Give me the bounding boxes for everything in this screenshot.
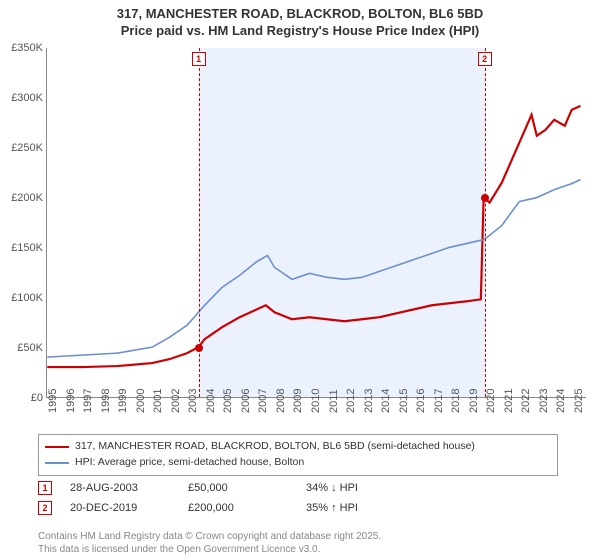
xtick: 2006 xyxy=(240,389,252,413)
xtick: 2015 xyxy=(398,389,410,413)
sale-events: 1 28-AUG-2003 £50,000 34% ↓ HPI 2 20-DEC… xyxy=(38,478,558,518)
sale-marker-2: 2 xyxy=(38,501,52,515)
legend-swatch-hpi xyxy=(45,462,69,464)
xtick: 2000 xyxy=(135,389,147,413)
chart-plot-area: £0£50K£100K£150K£200K£250K£300K£350K1995… xyxy=(46,48,586,398)
xtick: 1999 xyxy=(117,389,129,413)
sale-row-1: 1 28-AUG-2003 £50,000 34% ↓ HPI xyxy=(38,478,558,498)
sale-delta-1: 34% ↓ HPI xyxy=(306,482,406,494)
ytick: £150K xyxy=(1,242,43,254)
sale-price-2: £200,000 xyxy=(188,502,288,514)
sale-date-2: 20-DEC-2019 xyxy=(70,502,170,514)
xtick: 2022 xyxy=(520,389,532,413)
xtick: 1997 xyxy=(82,389,94,413)
event-vline xyxy=(485,48,486,397)
title-line-1: 317, MANCHESTER ROAD, BLACKROD, BOLTON, … xyxy=(10,6,590,23)
legend-item-price: 317, MANCHESTER ROAD, BLACKROD, BOLTON, … xyxy=(45,439,551,455)
footer: Contains HM Land Registry data © Crown c… xyxy=(38,531,381,556)
xtick: 2007 xyxy=(257,389,269,413)
series-price xyxy=(47,106,580,367)
xtick: 2014 xyxy=(380,389,392,413)
footer-line-2: This data is licensed under the Open Gov… xyxy=(38,544,381,557)
ytick: £300K xyxy=(1,92,43,104)
ytick: £100K xyxy=(1,292,43,304)
xtick: 2009 xyxy=(292,389,304,413)
ytick: £0 xyxy=(1,392,43,404)
event-dot xyxy=(195,344,203,352)
sale-row-2: 2 20-DEC-2019 £200,000 35% ↑ HPI xyxy=(38,498,558,518)
xtick: 2012 xyxy=(345,389,357,413)
title-line-2: Price paid vs. HM Land Registry's House … xyxy=(10,23,590,40)
xtick: 2024 xyxy=(555,389,567,413)
sale-marker-1: 1 xyxy=(38,481,52,495)
legend: 317, MANCHESTER ROAD, BLACKROD, BOLTON, … xyxy=(38,434,558,476)
sale-price-1: £50,000 xyxy=(188,482,288,494)
xtick: 2025 xyxy=(573,389,585,413)
legend-label-price: 317, MANCHESTER ROAD, BLACKROD, BOLTON, … xyxy=(75,439,475,455)
footer-line-1: Contains HM Land Registry data © Crown c… xyxy=(38,531,381,544)
xtick: 2013 xyxy=(363,389,375,413)
ytick: £200K xyxy=(1,192,43,204)
xtick: 2018 xyxy=(450,389,462,413)
xtick: 2017 xyxy=(433,389,445,413)
event-marker: 2 xyxy=(478,52,492,66)
xtick: 2010 xyxy=(310,389,322,413)
series-hpi xyxy=(47,180,580,357)
legend-item-hpi: HPI: Average price, semi-detached house,… xyxy=(45,455,551,471)
sale-date-1: 28-AUG-2003 xyxy=(70,482,170,494)
xtick: 2002 xyxy=(170,389,182,413)
xtick: 2001 xyxy=(152,389,164,413)
legend-label-hpi: HPI: Average price, semi-detached house,… xyxy=(75,455,304,471)
legend-swatch-price xyxy=(45,446,69,448)
xtick: 2023 xyxy=(538,389,550,413)
ytick: £250K xyxy=(1,142,43,154)
xtick: 2005 xyxy=(222,389,234,413)
xtick: 2021 xyxy=(503,389,515,413)
xtick: 2019 xyxy=(468,389,480,413)
xtick: 2011 xyxy=(328,389,340,413)
xtick: 2003 xyxy=(187,389,199,413)
xtick: 2020 xyxy=(485,389,497,413)
event-dot xyxy=(481,194,489,202)
xtick: 1996 xyxy=(65,389,77,413)
xtick: 1995 xyxy=(47,389,59,413)
xtick: 2008 xyxy=(275,389,287,413)
sale-delta-2: 35% ↑ HPI xyxy=(306,502,406,514)
ytick: £50K xyxy=(1,342,43,354)
chart-lines xyxy=(47,48,586,397)
xtick: 1998 xyxy=(100,389,112,413)
xtick: 2004 xyxy=(205,389,217,413)
chart-title: 317, MANCHESTER ROAD, BLACKROD, BOLTON, … xyxy=(0,0,600,42)
event-marker: 1 xyxy=(192,52,206,66)
ytick: £350K xyxy=(1,42,43,54)
xtick: 2016 xyxy=(415,389,427,413)
